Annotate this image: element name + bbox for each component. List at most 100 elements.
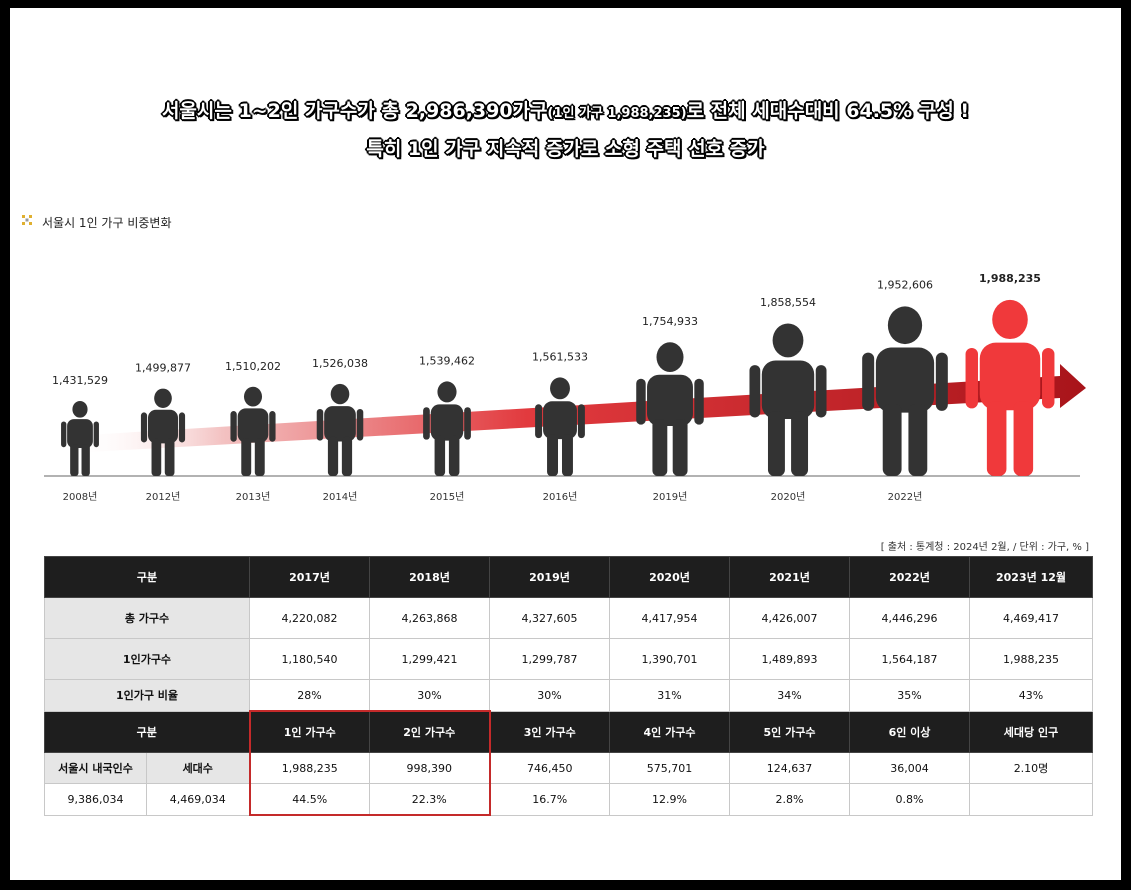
table-cell: 30% [489, 679, 610, 712]
value-label: 1,499,877 [135, 362, 191, 375]
table-cell: 36,004 [849, 752, 970, 784]
table-cell: 1,564,187 [849, 638, 970, 680]
table-cell: 0.8% [849, 783, 970, 816]
chart-caption: 서울시 1인 가구 비중변화 [42, 216, 172, 230]
headline-line-2: 특히 1인 가구 지속적 증가로 소형 주택 선호 증가 [366, 138, 765, 160]
header-cell: 2022년 [849, 556, 970, 598]
table-cell: 2.8% [729, 783, 850, 816]
row-label: 1인가구 비율 [44, 679, 250, 712]
person-icon [423, 381, 471, 476]
row-label: 1인가구수 [44, 638, 250, 680]
table-cell: 30% [369, 679, 490, 712]
table-cell: 44.5% [248, 783, 370, 816]
table-cell [969, 783, 1093, 816]
year-header-row: 구분 2017년 2018년 2019년 2020년 2021년 2022년 2… [44, 556, 1093, 598]
header-cell: 구분 [44, 710, 250, 753]
bullet-icon [22, 215, 32, 225]
header-cell: 2023년 12월 [969, 556, 1093, 598]
header-cell: 2017년 [249, 556, 370, 598]
year-label: 2014년 [323, 491, 358, 503]
person-icon-highlight [965, 299, 1055, 476]
table-cell: 28% [249, 679, 370, 712]
year-label: 2016년 [543, 491, 578, 503]
header-cell: 5인 가구수 [729, 710, 850, 753]
infographic-frame: 서울시는 1~2인 가구수가 총 2,986,390가구(1인 가구 1,988… [10, 8, 1121, 880]
table-cell: 35% [849, 679, 970, 712]
table-cell: 1,299,787 [489, 638, 610, 680]
table-cell: 4,417,954 [609, 597, 730, 639]
household-stats-table: 구분 2017년 2018년 2019년 2020년 2021년 2022년 2… [44, 556, 1093, 816]
header-cell: 2인 가구수 [369, 710, 491, 753]
header-cell: 2021년 [729, 556, 850, 598]
table-row: 9,386,034 4,469,034 44.5% 22.3% 16.7% 12… [44, 783, 1093, 816]
source-note: [ 출처 : 통계청 : 2024년 2월, / 단위 : 가구, % ] [880, 542, 1089, 553]
value-label: 1,858,554 [760, 296, 816, 309]
header-cell: 1인 가구수 [248, 710, 370, 753]
header-cell: 4인 가구수 [609, 710, 730, 753]
year-label: 2022년 [888, 491, 923, 503]
table-cell: 34% [729, 679, 850, 712]
value-label: 1,561,533 [532, 350, 588, 363]
table-cell: 1,988,235 [248, 752, 370, 784]
year-label: 2013년 [236, 491, 271, 503]
table-cell: 1,390,701 [609, 638, 730, 680]
person-icon [316, 383, 364, 476]
person-icon [61, 400, 99, 476]
person-icon [636, 342, 704, 476]
table-cell: 575,701 [609, 752, 730, 784]
table-cell: 12.9% [609, 783, 730, 816]
value-label: 1,952,606 [877, 279, 933, 292]
table-cell: 31% [609, 679, 730, 712]
header-cell: 2020년 [609, 556, 730, 598]
person-icon [535, 377, 585, 476]
table-cell: 9,386,034 [44, 783, 147, 816]
table-cell: 4,263,868 [369, 597, 490, 639]
value-label: 1,754,933 [642, 315, 698, 328]
value-label: 1,988,235 [979, 272, 1041, 285]
table-cell: 2.10명 [969, 752, 1093, 784]
row-label: 총 가구수 [44, 597, 250, 639]
people-pictograph-chart: 1,431,529 2008년 1,499,877 2012년 1,510,202 201… [44, 272, 1086, 503]
table-cell: 4,426,007 [729, 597, 850, 639]
value-label: 1,539,462 [419, 354, 475, 367]
person-icon [862, 306, 948, 476]
person-icon [230, 386, 276, 476]
year-label: 2020년 [771, 491, 806, 503]
table-cell: 4,469,417 [969, 597, 1093, 639]
table-cell: 43% [969, 679, 1093, 712]
value-label: 1,431,529 [52, 374, 108, 387]
row-label: 세대수 [146, 752, 250, 784]
table-cell: 1,489,893 [729, 638, 850, 680]
table-cell: 1,180,540 [249, 638, 370, 680]
headline-line-1: 서울시는 1~2인 가구수가 총 2,986,390가구(1인 가구 1,988… [161, 100, 970, 122]
value-label: 1,510,202 [225, 360, 281, 373]
table-row: 총 가구수 4,220,082 4,263,868 4,327,605 4,41… [44, 597, 1093, 639]
table-cell: 124,637 [729, 752, 850, 784]
person-icon [749, 323, 827, 476]
table-cell: 22.3% [369, 783, 491, 816]
header-cell: 6인 이상 [849, 710, 970, 753]
table-cell: 746,450 [489, 752, 610, 784]
year-label: 2019년 [653, 491, 688, 503]
header-cell: 2019년 [489, 556, 610, 598]
table-cell: 4,446,296 [849, 597, 970, 639]
table-cell: 4,220,082 [249, 597, 370, 639]
person-icon [140, 388, 186, 476]
year-label: 2012년 [146, 491, 181, 503]
table-row: 서울시 내국인수 세대수 1,988,235 998,390 746,450 5… [44, 752, 1093, 784]
table-cell: 16.7% [489, 783, 610, 816]
year-label: 2008년 [63, 491, 98, 503]
value-label: 1,526,038 [312, 357, 368, 370]
row-label: 서울시 내국인수 [44, 752, 147, 784]
header-cell: 세대당 인구 [969, 710, 1093, 753]
table-row: 1인가구수 1,180,540 1,299,421 1,299,787 1,39… [44, 638, 1093, 680]
table-cell: 1,988,235 [969, 638, 1093, 680]
household-size-header-row: 구분 1인 가구수 2인 가구수 3인 가구수 4인 가구수 5인 가구수 6인… [44, 710, 1093, 753]
header-cell: 3인 가구수 [489, 710, 610, 753]
table-cell: 4,327,605 [489, 597, 610, 639]
year-label: 2015년 [430, 491, 465, 503]
header-cell: 구분 [44, 556, 250, 598]
table-cell: 1,299,421 [369, 638, 490, 680]
table-row: 1인가구 비율 28% 30% 30% 31% 34% 35% 43% [44, 679, 1093, 712]
table-cell: 998,390 [369, 752, 491, 784]
